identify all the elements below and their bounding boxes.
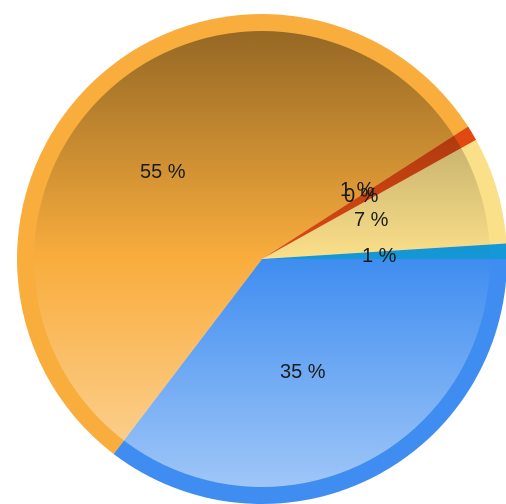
- slice-label-3: 0 %: [344, 185, 379, 207]
- pie-labels: 35 % 55 % 1 % 0 % 7 % 1 %: [140, 161, 397, 383]
- slice-label-0: 35 %: [280, 361, 326, 383]
- slice-label-4: 7 %: [354, 209, 389, 231]
- pie-slices: [17, 13, 506, 504]
- slice-label-1: 55 %: [140, 161, 186, 183]
- slice-label-2: 1 %: [340, 179, 375, 201]
- slice-label-5: 1 %: [362, 245, 397, 267]
